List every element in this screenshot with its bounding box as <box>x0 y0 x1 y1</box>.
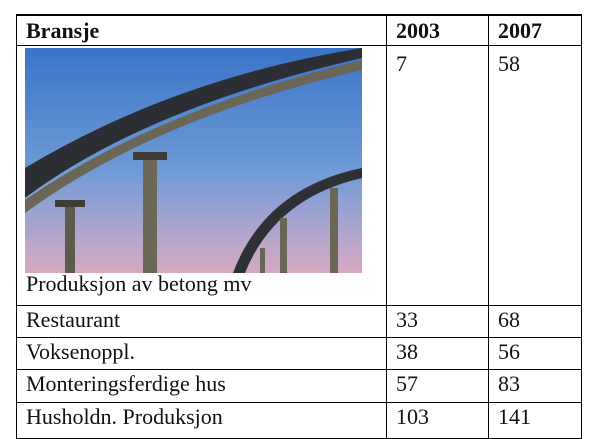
row-label: Husholdn. Produksjon <box>16 402 387 439</box>
header-cell: 2007 <box>488 14 582 46</box>
value-cell: 141 <box>488 402 582 439</box>
row-label: Voksenoppl. <box>16 337 387 370</box>
value-cell: 83 <box>488 369 582 403</box>
value-cell: 68 <box>488 305 582 338</box>
value-cell: 33 <box>386 305 489 338</box>
value-cell: 58 <box>488 45 582 306</box>
row-label: Monteringsferdige hus <box>16 369 387 403</box>
value-cell: 56 <box>488 337 582 370</box>
value-cell: 57 <box>386 369 489 403</box>
row-label: Restaurant <box>16 305 387 338</box>
photo <box>25 48 362 273</box>
header-cell: 2003 <box>386 14 489 46</box>
header-cell: Bransje <box>16 14 387 46</box>
value-cell: 103 <box>386 402 489 439</box>
value-cell: 38 <box>386 337 489 370</box>
page: Bransje20032007Produksjon av betong mv75… <box>0 0 595 436</box>
value-cell: 7 <box>386 45 489 306</box>
